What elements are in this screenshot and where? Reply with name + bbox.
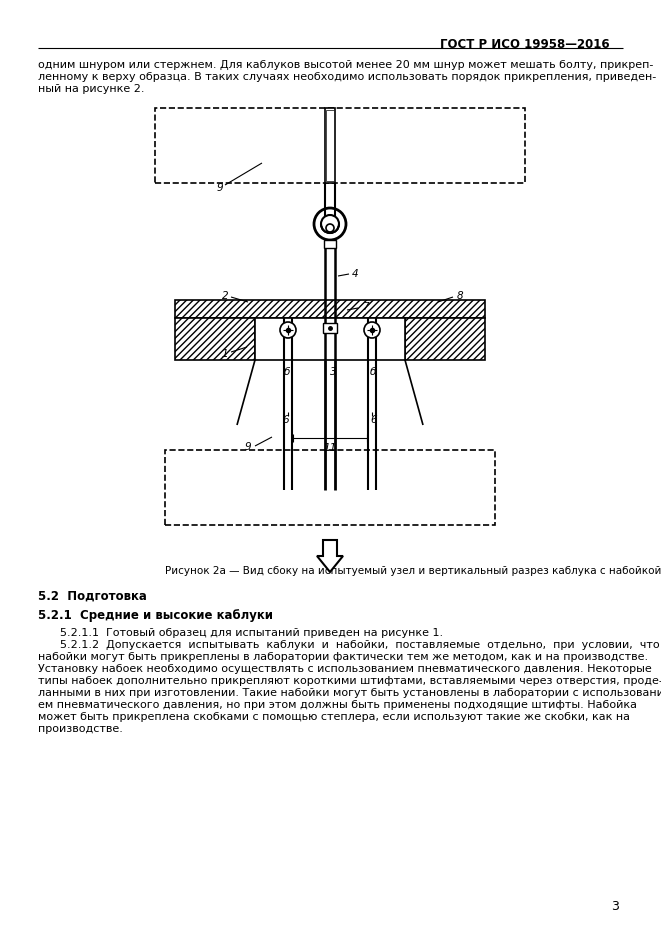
Bar (324, 240, 336, 248)
Text: ланными в них при изготовлении. Такие набойки могут быть установлены в лаборатор: ланными в них при изготовлении. Такие на… (38, 688, 661, 698)
Text: 6: 6 (283, 415, 290, 425)
Bar (175, 318, 255, 360)
Bar (325, 108, 335, 183)
Text: одним шнуром или стержнем. Для каблуков высотой менее 20 мм шнур может мешать бо: одним шнуром или стержнем. Для каблуков … (38, 60, 653, 70)
Text: 1: 1 (221, 349, 228, 359)
Text: ГОСТ Р ИСО 19958—2016: ГОСТ Р ИСО 19958—2016 (440, 38, 609, 51)
Text: 5.2.1.2  Допускается  испытывать  каблуки  и  набойки,  поставляемые  отдельно, : 5.2.1.2 Допускается испытывать каблуки и… (60, 640, 660, 650)
Text: 11: 11 (323, 443, 336, 453)
Text: Установку набоек необходимо осуществлять с использованием пневматического давлен: Установку набоек необходимо осуществлять… (38, 664, 652, 674)
Bar (405, 318, 485, 360)
Text: 5.2.1.1  Готовый образец для испытаний приведен на рисунке 1.: 5.2.1.1 Готовый образец для испытаний пр… (60, 628, 443, 638)
Bar (165, 450, 495, 525)
Text: 6: 6 (371, 415, 377, 425)
Text: 2: 2 (221, 291, 228, 301)
Text: 9: 9 (217, 183, 223, 193)
Circle shape (364, 322, 380, 338)
Text: 9: 9 (245, 442, 251, 452)
Circle shape (321, 215, 339, 233)
Bar (255, 318, 405, 360)
Text: ем пневматического давления, но при этом должны быть применены подходящие штифты: ем пневматического давления, но при этом… (38, 700, 637, 710)
Text: б: б (284, 367, 290, 377)
Text: 4: 4 (352, 269, 358, 279)
Circle shape (280, 322, 296, 338)
Text: ленному к верху образца. В таких случаях необходимо использовать порядок прикреп: ленному к верху образца. В таких случаях… (38, 72, 656, 82)
Bar (175, 300, 485, 318)
Text: типы набоек дополнительно прикрепляют короткими штифтами, вставляемыми через отв: типы набоек дополнительно прикрепляют ко… (38, 676, 661, 686)
Text: может быть прикреплена скобками с помощью степлера, если используют такие же ско: может быть прикреплена скобками с помощь… (38, 712, 630, 722)
Bar (326, 110, 334, 181)
Bar (155, 108, 525, 183)
Text: 5.2.1  Средние и высокие каблуки: 5.2.1 Средние и высокие каблуки (38, 609, 273, 622)
Bar (323, 323, 337, 333)
Text: Рисунок 2а — Вид сбоку на испытуемый узел и вертикальный разрез каблука с набойк: Рисунок 2а — Вид сбоку на испытуемый узе… (165, 566, 661, 576)
Text: ный на рисунке 2.: ный на рисунке 2. (38, 84, 145, 94)
Text: производстве.: производстве. (38, 724, 123, 734)
Text: набойки могут быть прикреплены в лаборатории фактически тем же методом, как и на: набойки могут быть прикреплены в лаборат… (38, 652, 648, 662)
Text: 5.2  Подготовка: 5.2 Подготовка (38, 590, 147, 603)
Text: 8: 8 (457, 291, 463, 301)
Text: 3: 3 (611, 900, 619, 913)
Text: 3: 3 (330, 367, 336, 377)
Text: б: б (369, 367, 376, 377)
Text: 7: 7 (362, 302, 368, 312)
FancyArrow shape (317, 540, 343, 572)
